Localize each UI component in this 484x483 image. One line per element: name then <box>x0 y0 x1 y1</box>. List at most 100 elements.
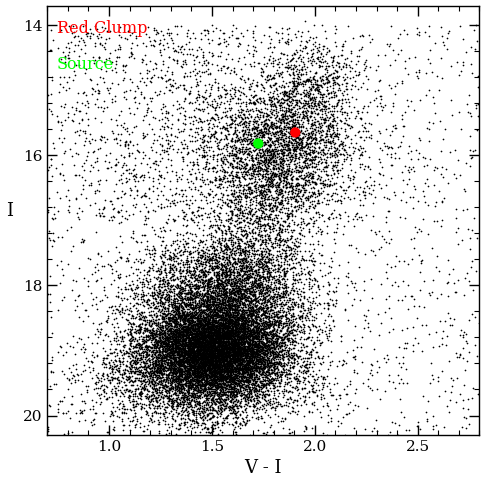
Point <box>284 129 292 137</box>
Point <box>315 94 323 101</box>
Point <box>311 78 318 85</box>
Point <box>246 134 254 142</box>
Point <box>197 317 204 325</box>
Point <box>248 359 256 367</box>
Point <box>253 329 261 337</box>
Point <box>208 336 216 344</box>
Point <box>242 256 250 263</box>
Point <box>193 389 201 397</box>
Point <box>173 344 181 352</box>
Point <box>239 317 247 325</box>
Point <box>220 329 228 337</box>
Point <box>235 369 243 377</box>
Point <box>183 360 191 368</box>
Point <box>208 51 216 59</box>
Point <box>169 384 177 392</box>
Point <box>300 335 307 343</box>
Point <box>205 265 212 272</box>
Point <box>257 157 265 165</box>
Point <box>303 91 311 99</box>
Point <box>192 333 199 341</box>
Point <box>287 84 295 92</box>
Point <box>259 358 267 366</box>
Point <box>236 133 243 141</box>
Point <box>334 63 342 71</box>
Point <box>302 150 310 157</box>
Point <box>271 348 278 355</box>
Point <box>234 341 242 349</box>
Point <box>247 297 255 304</box>
Point <box>304 176 312 184</box>
Point <box>294 182 302 189</box>
Point <box>152 185 160 192</box>
Point <box>153 313 161 320</box>
Point <box>333 143 340 151</box>
Point <box>309 338 317 346</box>
Point <box>178 344 186 352</box>
Point <box>217 351 225 358</box>
Point <box>244 370 252 378</box>
Point <box>306 94 314 101</box>
Point <box>260 75 268 83</box>
Point <box>176 358 183 366</box>
Point <box>250 323 257 331</box>
Point <box>273 112 281 119</box>
Point <box>151 230 159 238</box>
Point <box>272 308 280 315</box>
Point <box>289 192 297 200</box>
Point <box>236 384 244 391</box>
Point <box>158 383 166 391</box>
Point <box>91 189 99 197</box>
Point <box>172 304 180 312</box>
Point <box>275 351 283 358</box>
Point <box>217 352 225 360</box>
Point <box>220 333 227 341</box>
Point <box>227 351 235 359</box>
Point <box>207 379 215 387</box>
Point <box>213 352 221 359</box>
Point <box>241 127 248 134</box>
Point <box>322 132 330 140</box>
Point <box>247 317 255 325</box>
Point <box>248 349 256 356</box>
Point <box>240 310 247 318</box>
Point <box>252 351 259 358</box>
Point <box>240 340 248 348</box>
Point <box>243 308 251 315</box>
Point <box>229 280 237 287</box>
Point <box>186 393 194 401</box>
Point <box>266 71 273 78</box>
Point <box>191 333 198 341</box>
Point <box>183 221 191 228</box>
Point <box>214 381 222 388</box>
Point <box>144 104 151 112</box>
Point <box>239 325 247 333</box>
Point <box>235 306 243 313</box>
Point <box>226 334 233 342</box>
Point <box>179 383 186 390</box>
Point <box>221 357 228 365</box>
Point <box>246 327 254 334</box>
Point <box>261 161 269 169</box>
Point <box>185 334 193 342</box>
Point <box>340 305 348 313</box>
Point <box>275 118 283 126</box>
Point <box>312 375 320 383</box>
Point <box>234 214 242 222</box>
Point <box>181 337 188 344</box>
Point <box>183 327 191 335</box>
Point <box>214 375 222 383</box>
Point <box>242 273 250 281</box>
Point <box>279 288 287 296</box>
Point <box>236 266 243 274</box>
Point <box>186 365 194 372</box>
Point <box>233 326 241 334</box>
Point <box>259 304 267 312</box>
Point <box>232 181 240 189</box>
Point <box>248 172 256 180</box>
Point <box>235 287 243 295</box>
Point <box>194 381 201 389</box>
Point <box>162 377 169 385</box>
Point <box>269 255 277 263</box>
Point <box>197 353 205 360</box>
